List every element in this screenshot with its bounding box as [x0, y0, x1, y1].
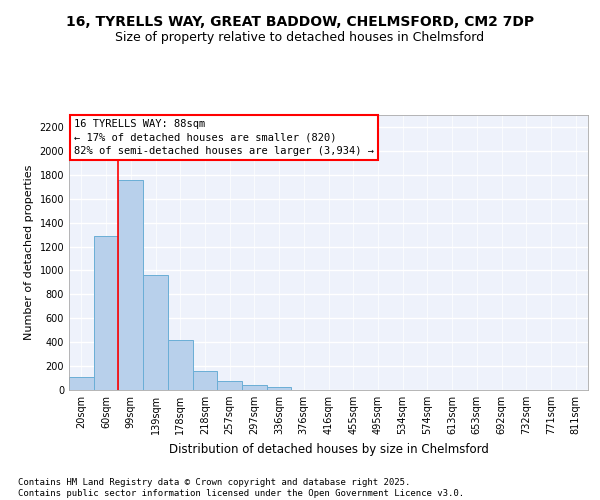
Bar [242, 384, 267, 390]
Bar [118, 180, 143, 390]
Text: Contains HM Land Registry data © Crown copyright and database right 2025.
Contai: Contains HM Land Registry data © Crown c… [18, 478, 464, 498]
X-axis label: Distribution of detached houses by size in Chelmsford: Distribution of detached houses by size … [169, 442, 488, 456]
Bar [217, 381, 242, 390]
Y-axis label: Number of detached properties: Number of detached properties [24, 165, 34, 340]
Text: 16 TYRELLS WAY: 88sqm
← 17% of detached houses are smaller (820)
82% of semi-det: 16 TYRELLS WAY: 88sqm ← 17% of detached … [74, 119, 374, 156]
Bar [168, 340, 193, 390]
Text: 16, TYRELLS WAY, GREAT BADDOW, CHELMSFORD, CM2 7DP: 16, TYRELLS WAY, GREAT BADDOW, CHELMSFOR… [66, 16, 534, 30]
Bar [69, 377, 94, 390]
Bar [193, 372, 217, 390]
Bar [94, 236, 118, 390]
Bar [143, 275, 168, 390]
Bar [267, 387, 292, 390]
Text: Size of property relative to detached houses in Chelmsford: Size of property relative to detached ho… [115, 31, 485, 44]
